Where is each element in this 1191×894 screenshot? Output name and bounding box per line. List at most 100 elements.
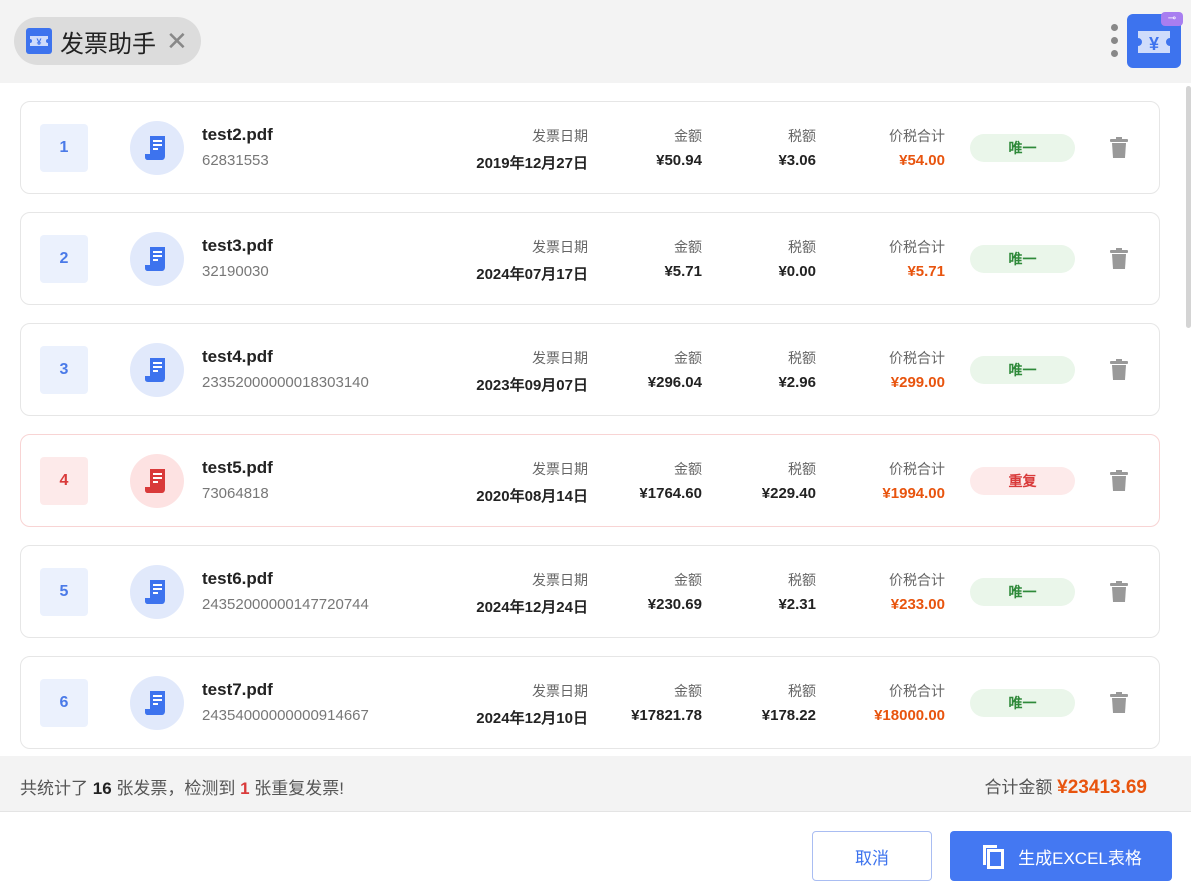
delete-trash-icon[interactable] [1110,248,1128,275]
delete-trash-icon[interactable] [1110,692,1128,719]
total-label: 合计金额 [984,778,1058,797]
invoice-card: 3 test4.pdf 23352000000018303140 发票日期 202… [20,323,1160,416]
total-value: ¥54.00 [899,152,945,169]
tab-title: 发票助手 [60,30,156,58]
amount-column: 金额 ¥296.04 [648,348,702,391]
tax-label: 税额 [788,128,816,144]
tax-label: 税额 [788,350,816,366]
status-badge: 重复 [970,467,1075,495]
status-badge: 唯一 [970,356,1075,384]
total-value: ¥233.00 [890,596,945,613]
amount-label: 金额 [674,128,702,144]
tax-column: 税额 ¥229.40 [762,459,816,502]
date-label: 发票日期 [532,572,588,588]
total-column: 价税合计 ¥233.00 [889,570,945,613]
svg-text:¥: ¥ [1149,34,1159,54]
invoice-card: 4 test5.pdf 73064818 发票日期 2020年08月14日 金额 ¥… [20,434,1160,527]
amount-column: 金额 ¥230.69 [648,570,702,613]
tax-value: ¥229.40 [761,485,816,502]
tax-label: 税额 [788,683,816,699]
summary-text-2: 张发票，检测到 [111,779,241,798]
tax-value: ¥2.31 [778,596,816,613]
tax-label: 税额 [788,461,816,477]
tax-column: 税额 ¥2.96 [778,348,816,391]
total-value: ¥1994.00 [882,485,945,502]
svg-text:¥: ¥ [36,37,41,47]
row-index: 4 [40,457,88,505]
amount-column: 金额 ¥17821.78 [631,681,702,724]
total-column: 价税合计 ¥18000.00 [874,681,945,724]
amount-value: ¥230.69 [647,596,702,613]
amount-column: 金额 ¥5.71 [664,237,702,280]
tax-column: 税额 ¥2.31 [778,570,816,613]
invoice-number: 73064818 [202,485,269,502]
total-label: 价税合计 [889,572,945,588]
invoice-file-icon [130,232,184,286]
amount-value: ¥50.94 [656,152,702,169]
copy-icon [983,845,1005,869]
generate-excel-button[interactable]: 生成EXCEL表格 [950,831,1172,881]
duplicate-count: 1 [240,779,250,798]
invoice-card: 6 test7.pdf 24354000000000914667 发票日期 202… [20,656,1160,749]
file-name: test4.pdf [202,347,273,366]
amount-value: ¥17821.78 [631,707,702,724]
plug-icon: ⊸ [1161,12,1183,26]
file-name: test2.pdf [202,125,273,144]
invoice-file-icon [130,565,184,619]
summary-text: 共统计了 16 张发票，检测到 1 张重复发票! [20,774,344,799]
tax-column: 税额 ¥3.06 [778,126,816,169]
amount-value: ¥5.71 [664,263,702,280]
invoice-file-icon [130,454,184,508]
row-index: 2 [40,235,88,283]
row-index: 1 [40,124,88,172]
status-badge: 唯一 [970,578,1075,606]
invoice-list: 1 test2.pdf 62831553 发票日期 2019年12月27日 金额 ¥… [20,101,1160,767]
summary-bar: 共统计了 16 张发票，检测到 1 张重复发票! 合计金额 ¥23413.69 [0,756,1191,812]
invoice-number: 23352000000018303140 [202,374,369,391]
total-column: 价税合计 ¥5.71 [889,237,945,280]
invoice-card: 2 test3.pdf 32190030 发票日期 2024年07月17日 金额 ¥… [20,212,1160,305]
invoice-number: 32190030 [202,263,269,280]
invoice-number: 62831553 [202,152,269,169]
invoice-date: 2020年08月14日 [476,488,588,505]
tax-label: 税额 [788,572,816,588]
total-value: ¥23413.69 [1057,777,1147,798]
total-label: 价税合计 [889,461,945,477]
summary-text-1: 共统计了 [20,779,93,798]
invoice-date: 2023年09月07日 [476,377,588,394]
invoice-file-icon [130,676,184,730]
total-amount: 合计金额 ¥23413.69 [984,773,1147,799]
top-bar: ¥ 发票助手 ✕ ¥ ⊸ [0,0,1191,83]
delete-trash-icon[interactable] [1110,581,1128,608]
amount-label: 金额 [674,350,702,366]
date-label: 发票日期 [532,461,588,477]
total-column: 价税合计 ¥54.00 [889,126,945,169]
amount-value: ¥1764.60 [639,485,702,502]
amount-label: 金额 [674,572,702,588]
delete-trash-icon[interactable] [1110,359,1128,386]
invoice-date: 2024年12月24日 [476,599,588,616]
delete-trash-icon[interactable] [1110,470,1128,497]
more-menu-icon[interactable] [1111,24,1121,63]
tax-value: ¥178.22 [761,707,816,724]
total-column: 价税合计 ¥299.00 [889,348,945,391]
tax-value: ¥0.00 [778,263,816,280]
summary-text-3: 张重复发票! [249,779,345,798]
date-label: 发票日期 [532,350,588,366]
date-column: 发票日期 2019年12月27日 [476,126,588,173]
plugin-app-icon[interactable]: ¥ ⊸ [1127,12,1183,68]
cancel-button[interactable]: 取消 [812,831,932,881]
scrollbar[interactable] [1186,86,1191,328]
row-index: 6 [40,679,88,727]
status-badge: 唯一 [970,245,1075,273]
app-ticket-icon: ¥ [26,28,52,54]
amount-label: 金额 [674,683,702,699]
delete-trash-icon[interactable] [1110,137,1128,164]
close-icon[interactable]: ✕ [166,26,188,56]
file-name: test7.pdf [202,680,273,699]
tab-invoice-assistant[interactable]: ¥ 发票助手 ✕ [14,17,201,65]
file-name: test5.pdf [202,458,273,477]
invoice-date: 2024年12月10日 [476,710,588,727]
invoice-number: 24354000000000914667 [202,707,369,724]
date-label: 发票日期 [532,683,588,699]
